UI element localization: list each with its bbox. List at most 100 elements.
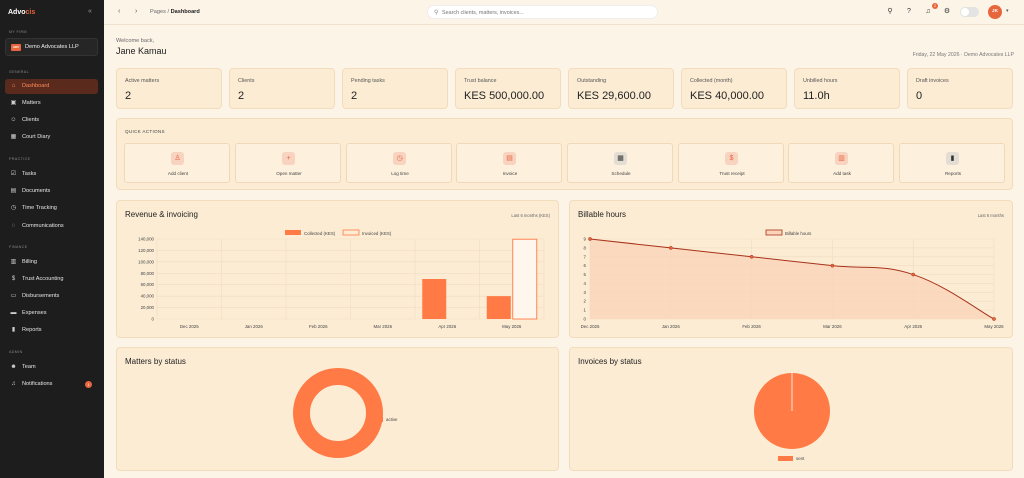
gear-icon[interactable]: ⚙ (943, 8, 951, 15)
invoice-icon: ▤ (503, 152, 516, 165)
search-box[interactable]: ⚲ (427, 5, 658, 19)
stat-label: Draft invoices (916, 78, 949, 84)
sidebar-item-time-tracking[interactable]: ◷ Time Tracking (5, 201, 98, 216)
trust-receipt-button[interactable]: $ Trust receipt (678, 143, 784, 183)
notifications-badge: 1 (85, 381, 92, 388)
legend-swatch (285, 230, 301, 235)
brand-logo[interactable]: Advocis (8, 9, 36, 16)
sidebar-item-label: Team (22, 364, 36, 370)
add-task-button[interactable]: ▥ Add task (788, 143, 894, 183)
bar-invoiced (512, 238, 538, 320)
revenue-chart-card: Revenue & invoicing Last 6 months (KES) … (116, 200, 559, 338)
sidebar-item-documents[interactable]: ▤ Documents (5, 184, 98, 199)
stat-card-trust-balance[interactable]: Trust balance KES 500,000.00 (455, 68, 561, 109)
x-tick-label: Mar 2026 (373, 324, 392, 329)
stat-card-outstanding[interactable]: Outstanding KES 29,600.00 (568, 68, 674, 109)
sidebar-item-label: Notifications (22, 381, 53, 387)
stat-label: Unbilled hours (803, 78, 838, 84)
sidebar-item-label: Documents (22, 188, 51, 194)
area-fill (590, 239, 994, 319)
avatar[interactable]: JK (988, 5, 1002, 19)
add-client-button[interactable]: ♙ Add client (124, 143, 230, 183)
sidebar-item-label: Tasks (22, 171, 37, 177)
y-tick-label: 4 (584, 281, 587, 286)
quick-action-label: Trust receipt (719, 171, 745, 176)
x-tick-label: Apr 2026 (904, 324, 922, 329)
donut-slice-active (293, 368, 383, 458)
firm-switcher[interactable]: ADV Demo Advocates LLP (5, 38, 98, 56)
chat-icon: ◌ (11, 223, 16, 229)
receipt-icon: ▥ (10, 259, 17, 265)
stat-value: KES 500,000.00 (464, 90, 545, 102)
stat-value: 0 (916, 90, 923, 102)
sidebar-item-trust-accounting[interactable]: $ Trust Accounting (5, 272, 98, 287)
stat-card-active-matters[interactable]: Active matters 2 (116, 68, 222, 109)
matters-status-chart: active (293, 368, 398, 458)
sidebar-item-billing[interactable]: ▥ Billing (5, 255, 98, 270)
matters-status-card: Matters by status active (116, 347, 559, 471)
y-tick-label: 2 (584, 299, 587, 304)
bell-icon[interactable]: ♫ (925, 8, 931, 15)
users-icon: ☺ (10, 117, 17, 123)
sidebar-item-tasks[interactable]: ☑ Tasks (5, 167, 98, 182)
user-icon: ☻ (10, 364, 17, 370)
y-tick-label: 8 (584, 245, 587, 250)
search-icon[interactable]: ⚲ (887, 8, 893, 15)
sidebar-item-communications[interactable]: ◌ Communications (5, 219, 98, 234)
stat-card-pending-tasks[interactable]: Pending tasks 2 (342, 68, 448, 109)
stat-value: KES 29,600.00 (577, 90, 652, 102)
stat-card-collected-month[interactable]: Collected (month) KES 40,000.00 (681, 68, 787, 109)
chevron-down-icon[interactable]: ▾ (1006, 8, 1009, 14)
sidebar-item-court-diary[interactable]: ▦ Court Diary (5, 130, 98, 145)
chart-title: Billable hours (578, 210, 627, 219)
stat-label: Clients (238, 78, 255, 84)
sidebar-item-expenses[interactable]: ▬ Expenses (5, 306, 98, 321)
y-tick-label: 0 (584, 317, 587, 322)
calendar-icon: ▦ (10, 134, 17, 140)
sidebar-item-dashboard[interactable]: ⌂ Dashboard (5, 79, 98, 94)
stat-card-unbilled-hours[interactable]: Unbilled hours 11.0h (794, 68, 900, 109)
data-point (749, 254, 754, 259)
sidebar-item-team[interactable]: ☻ Team (5, 360, 98, 375)
sidebar-item-disbursements[interactable]: ▭ Disbursements (5, 289, 98, 304)
series-line (589, 238, 995, 320)
y-tick-label: 140,000 (138, 237, 154, 242)
reports-button[interactable]: ▮ Reports (899, 143, 1005, 183)
sidebar: Advocis « MY FIRM ADV Demo Advocates LLP… (0, 0, 104, 478)
data-point (911, 272, 916, 277)
x-tick-label: May 2026 (984, 324, 1004, 329)
back-arrow-icon[interactable]: ‹ (118, 8, 121, 15)
log-time-button[interactable]: ◷ Log time (346, 143, 452, 183)
home-icon: ⌂ (11, 83, 16, 89)
billable-hours-chart: Billable hours 9 8 7 6 5 4 3 2 1 0 Dec 2025 Jan 2026… (581, 229, 1004, 329)
sidebar-item-clients[interactable]: ☺ Clients (5, 113, 98, 128)
x-tick-label: May 2026 (502, 324, 522, 329)
help-icon[interactable]: ? (907, 8, 911, 15)
quick-action-label: Reports (944, 171, 962, 176)
section-admin: ADMIN (9, 350, 23, 354)
checklist-icon: ☑ (10, 171, 17, 177)
sidebar-item-notifications[interactable]: ♫ Notifications 1 (5, 377, 98, 392)
quick-actions-panel: QUICK ACTIONS ♙ Add client + Open matter… (116, 118, 1013, 190)
sidebar-item-reports[interactable]: ▮ Reports (5, 323, 98, 338)
bar-chart-icon: ▮ (946, 152, 959, 165)
stat-card-draft-invoices[interactable]: Draft invoices 0 (907, 68, 1013, 109)
sidebar-item-matters[interactable]: ▣ Matters (5, 96, 98, 111)
sidebar-item-label: Billing (22, 259, 37, 265)
breadcrumb-pages[interactable]: Pages (150, 9, 166, 15)
y-tick-label: 100,000 (138, 259, 154, 264)
forward-arrow-icon[interactable]: › (135, 8, 138, 15)
invoice-button[interactable]: ▤ Invoice (456, 143, 562, 183)
sidebar-item-label: Matters (22, 100, 41, 106)
y-tick-label: 9 (584, 237, 587, 242)
open-matter-button[interactable]: + Open matter (235, 143, 341, 183)
chart-title: Invoices by status (578, 357, 642, 366)
stat-card-clients[interactable]: Clients 2 (229, 68, 335, 109)
clipboard-icon: ▥ (835, 152, 848, 165)
stat-label: Trust balance (464, 78, 497, 84)
schedule-button[interactable]: ▦ Schedule (567, 143, 673, 183)
theme-toggle[interactable] (960, 7, 979, 17)
section-finance: FINANCE (9, 245, 28, 249)
search-input[interactable] (442, 8, 652, 17)
collapse-sidebar-icon[interactable]: « (88, 8, 92, 15)
